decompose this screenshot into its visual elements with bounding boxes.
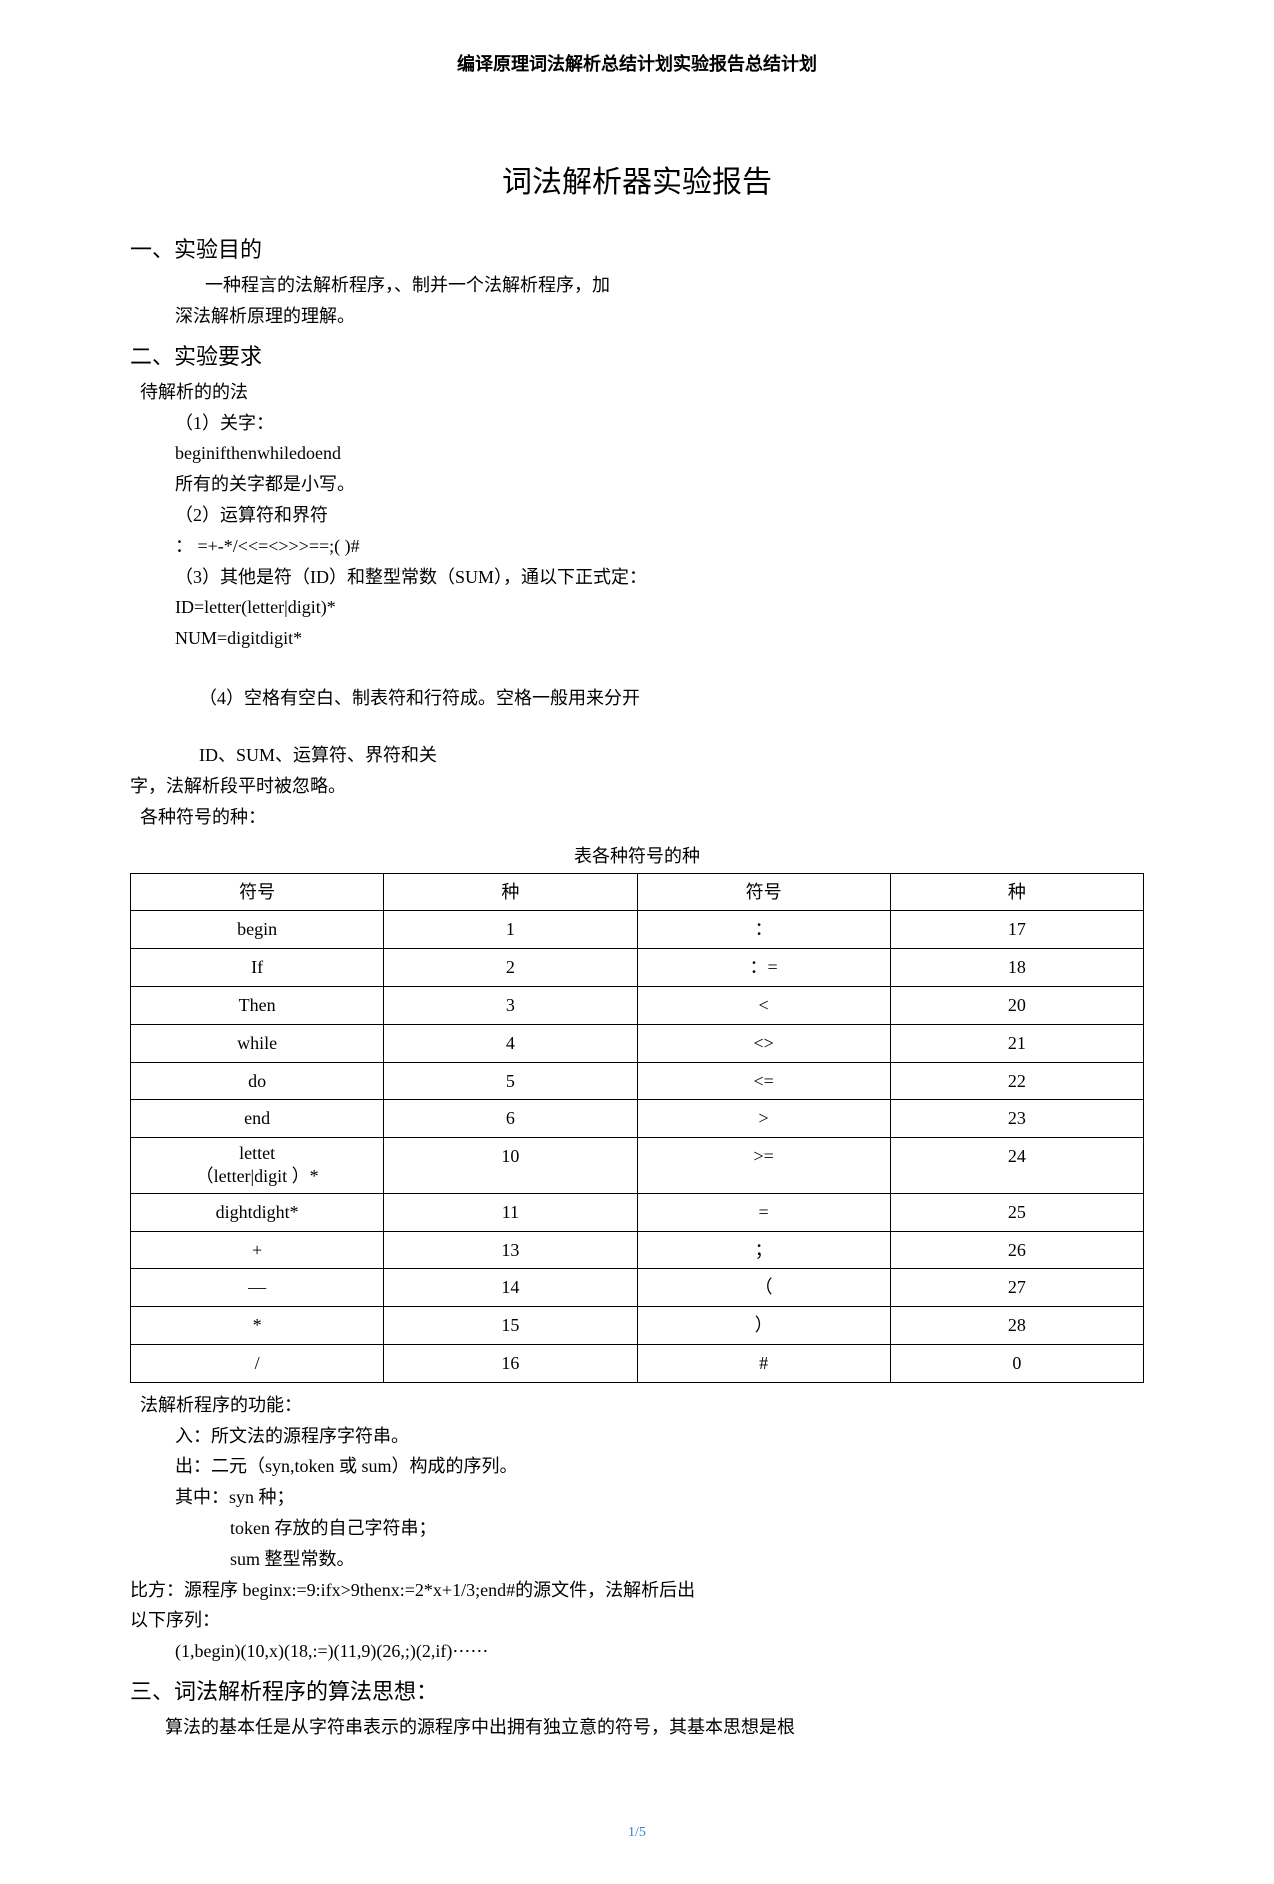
table-cell: 0 (890, 1345, 1143, 1383)
table-cell: 20 (890, 986, 1143, 1024)
table-cell: < (637, 986, 890, 1024)
table-cell: 4 (384, 1024, 637, 1062)
page-title: 词法解析器实验报告 (130, 159, 1144, 207)
section-3-body: 算法的基本任是从字符串表示的源程序中出拥有独立意的符号，其基本思想是根 (130, 1713, 1144, 1742)
table-cell: 17 (890, 911, 1143, 949)
table-row: *15）28 (131, 1307, 1144, 1345)
table-cell: while (131, 1024, 384, 1062)
table-cell: ： (637, 911, 890, 949)
table-cell: # (637, 1345, 890, 1383)
p4-a: （4）空格有空白、制表符和行符成。空格一般用来分开 (199, 688, 640, 708)
table-row: —14（27 (131, 1269, 1144, 1307)
running-header: 编译原理词法解析总结计划实验报告总结计划 (130, 50, 1144, 79)
table-cell: 13 (384, 1231, 637, 1269)
table-cell: 16 (384, 1345, 637, 1383)
col-header: 符号 (131, 873, 384, 911)
table-cell: lettet（letter|digit ）* (131, 1138, 384, 1194)
table-row: do5<=22 (131, 1062, 1144, 1100)
func-label: 法解析程序的功能： (140, 1391, 1144, 1420)
p4-c: 字，法解析段平时被忽略。 (130, 772, 1144, 801)
symbol-table: 符号 种 符号 种 begin1：17If2：=18Then3<20while4… (130, 873, 1144, 1383)
example-3: (1,begin)(10,x)(18,:=)(11,9)(26,;)(2,if)… (130, 1637, 1144, 1666)
p1-keywords: beginifthenwhiledoend (130, 439, 1144, 468)
table-cell: 10 (384, 1138, 637, 1194)
table-cell: 15 (384, 1307, 637, 1345)
func-in: 入：所文法的源程序字符串。 (130, 1422, 1144, 1451)
p3-label: （3）其他是符（ID）和整型常数（SUM），通以下正式定： (130, 563, 1144, 592)
table-cell: 26 (890, 1231, 1143, 1269)
table-cell: end (131, 1100, 384, 1138)
table-cell: ； (637, 1231, 890, 1269)
col-header: 种 (890, 873, 1143, 911)
table-cell: If (131, 949, 384, 987)
table-cell: 14 (384, 1269, 637, 1307)
col-header: 种 (384, 873, 637, 911)
table-cell: 5 (384, 1062, 637, 1100)
table-row: Then3<20 (131, 986, 1144, 1024)
section-1-heading: 一、实验目的 (130, 232, 1144, 267)
table-cell: + (131, 1231, 384, 1269)
table-cell: 27 (890, 1269, 1143, 1307)
table-cell: 18 (890, 949, 1143, 987)
table-cell: 11 (384, 1193, 637, 1231)
p1-label: （1）关字： (130, 409, 1144, 438)
table-cell: （ (637, 1269, 890, 1307)
func-sum: sum 整型常数。 (130, 1545, 1144, 1574)
func-token: token 存放的自己字符串； (130, 1514, 1144, 1543)
func-out: 出：二元（syn,token 或 sum）构成的序列。 (130, 1452, 1144, 1481)
table-cell: 2 (384, 949, 637, 987)
section-2-heading: 二、实验要求 (130, 339, 1144, 374)
table-row: while4<>21 (131, 1024, 1144, 1062)
table-cell: >= (637, 1138, 890, 1194)
table-row: +13；26 (131, 1231, 1144, 1269)
table-row: dightdight*11=25 (131, 1193, 1144, 1231)
table-cell: 3 (384, 986, 637, 1024)
table-cell: > (637, 1100, 890, 1138)
table-cell: <> (637, 1024, 890, 1062)
table-cell: begin (131, 911, 384, 949)
p4-line: （4）空格有空白、制表符和行符成。空格一般用来分开 ID、SUM、运算符、界符和… (130, 655, 1144, 770)
col-header: 符号 (637, 873, 890, 911)
section-1-line-1: 一种程言的法解析程序，、制并一个法解析程序，加 (130, 271, 1144, 300)
table-cell: 1 (384, 911, 637, 949)
table-cell: <= (637, 1062, 890, 1100)
table-cell: ：= (637, 949, 890, 987)
table-cell: = (637, 1193, 890, 1231)
table-cell: 23 (890, 1100, 1143, 1138)
p1-note: 所有的关字都是小写。 (130, 470, 1144, 499)
table-cell: 6 (384, 1100, 637, 1138)
section-2-sub2: 各种符号的种： (140, 803, 1144, 832)
table-cell: / (131, 1345, 384, 1383)
table-row: begin1：17 (131, 911, 1144, 949)
page-number: 1/5 (130, 1822, 1144, 1844)
table-cell: Then (131, 986, 384, 1024)
table-cell: 24 (890, 1138, 1143, 1194)
section-3-heading: 三、词法解析程序的算法思想： (130, 1674, 1144, 1709)
table-row: If2：=18 (131, 949, 1144, 987)
table-cell: 22 (890, 1062, 1143, 1100)
table-cell: 28 (890, 1307, 1143, 1345)
p2-ops: ： =+-*/<<=<>>>==;( )# (130, 532, 1144, 561)
table-cell: * (131, 1307, 384, 1345)
section-1-line-2: 深法解析原理的理解。 (130, 302, 1144, 331)
p4-b: ID、SUM、运算符、界符和关 (199, 745, 437, 765)
func-where: 其中：syn 种； (130, 1483, 1144, 1512)
section-2-sub1: 待解析的的法 (140, 378, 1144, 407)
p2-label: （2）运算符和界符 (130, 501, 1144, 530)
p3-num: NUM=digitdigit* (130, 624, 1144, 653)
table-caption: 表各种符号的种 (130, 842, 1144, 871)
table-row: /16#0 (131, 1345, 1144, 1383)
example-2: 以下序列： (130, 1606, 1144, 1635)
table-cell: ） (637, 1307, 890, 1345)
table-header-row: 符号 种 符号 种 (131, 873, 1144, 911)
table-cell: 25 (890, 1193, 1143, 1231)
table-cell: do (131, 1062, 384, 1100)
example-1: 比方：源程序 beginx:=9:ifx>9thenx:=2*x+1/3;end… (130, 1576, 1144, 1605)
p3-id: ID=letter(letter|digit)* (130, 593, 1144, 622)
table-cell: 21 (890, 1024, 1143, 1062)
table-row: lettet（letter|digit ）*10>=24 (131, 1138, 1144, 1194)
table-cell: dightdight* (131, 1193, 384, 1231)
table-cell: — (131, 1269, 384, 1307)
table-row: end6>23 (131, 1100, 1144, 1138)
